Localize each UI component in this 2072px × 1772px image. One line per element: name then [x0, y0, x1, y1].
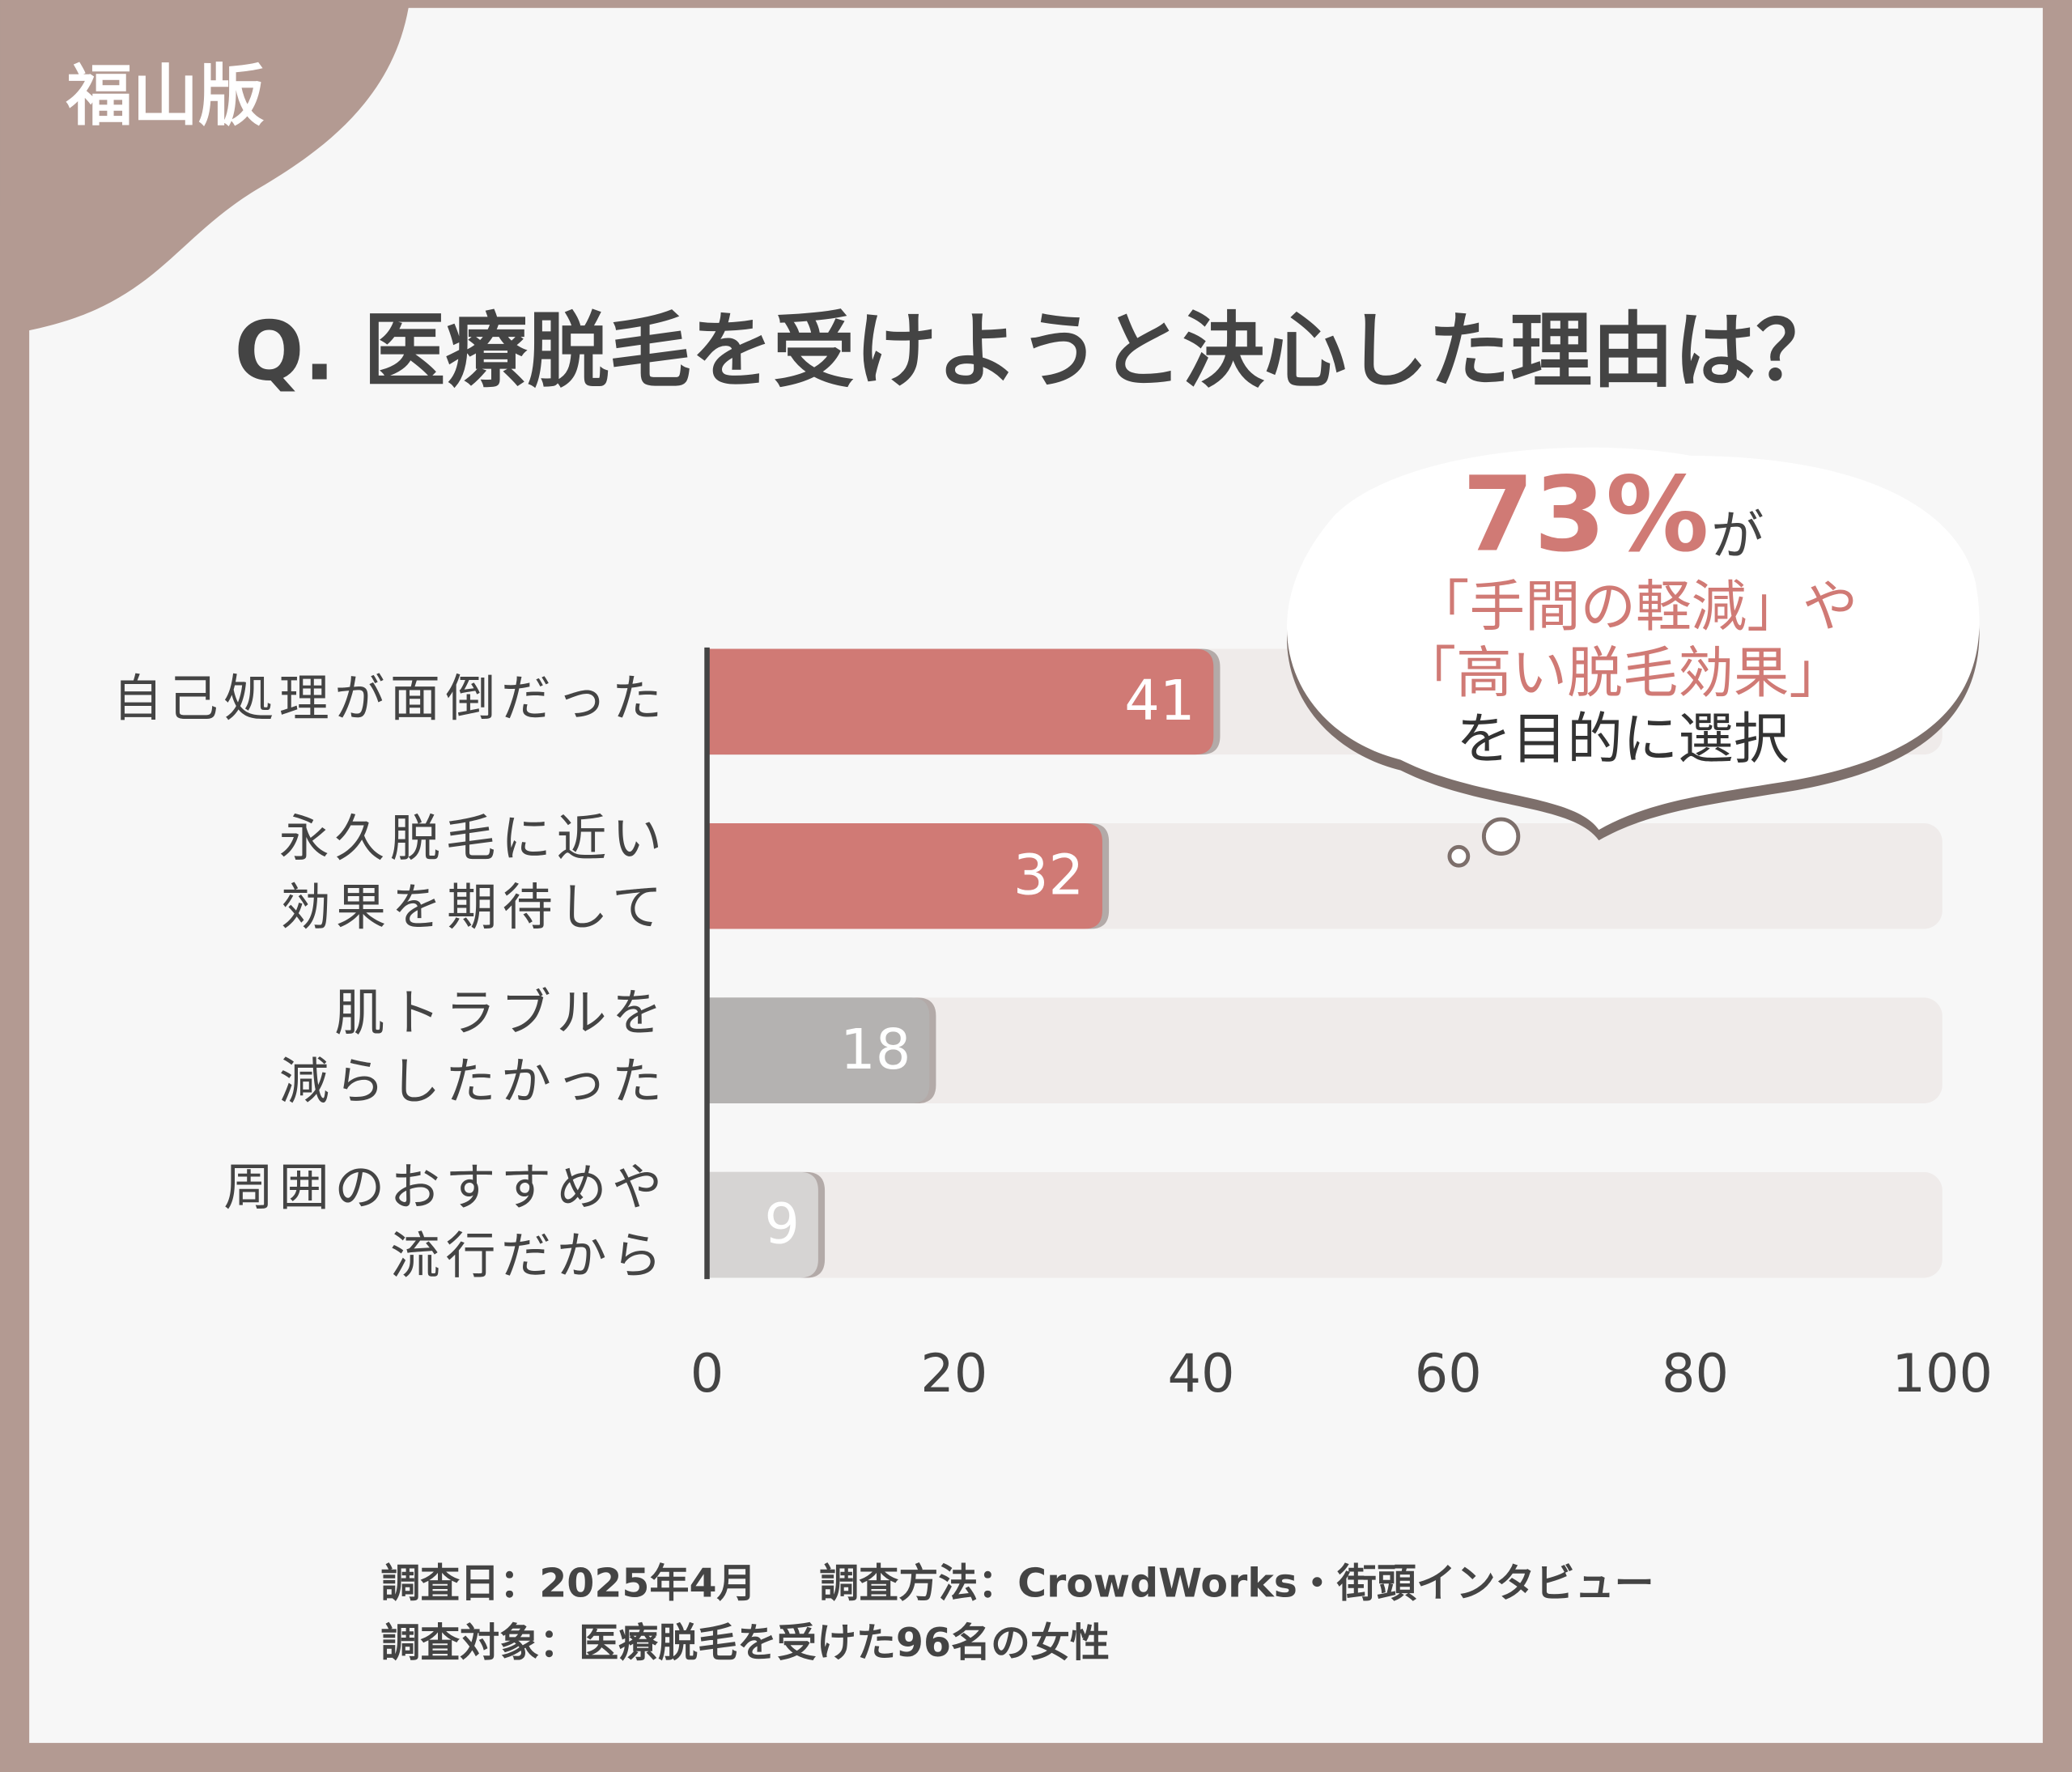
badge: 福山版 — [66, 58, 265, 135]
bar — [707, 1171, 818, 1278]
callout: 73% が 「手間の軽減」や 「高い脱毛効果」 を目的に選択 — [1286, 447, 1980, 868]
footnote: 調査対象：医療脱毛を受けた96名の女性 — [380, 1620, 1110, 1666]
category-label: 減らしたかった — [279, 1052, 668, 1111]
x-tick-label: 0 — [690, 1343, 724, 1404]
callout-dot — [1481, 817, 1521, 856]
bar — [707, 822, 1102, 929]
bar — [707, 648, 1214, 755]
footnote: 調査方法：CrowdWorks・街頭インタビュー — [819, 1560, 1654, 1606]
value-label: 9 — [764, 1192, 800, 1256]
bar-track — [707, 997, 1942, 1104]
category-label: 周囲のおすすめや — [223, 1158, 667, 1217]
x-tick-label: 20 — [920, 1343, 987, 1404]
value-label: 18 — [840, 1018, 911, 1082]
callout-percent: 73% — [1463, 455, 1709, 575]
value-label: 32 — [1013, 844, 1084, 908]
chart-title: Q. 医療脱毛を受けようと決心した理由は？ — [234, 304, 1837, 399]
x-tick-label: 100 — [1892, 1343, 1993, 1404]
callout-text: 「高い脱毛効果」 — [1401, 641, 1845, 706]
callout-text: が — [1711, 505, 1764, 567]
bar — [707, 997, 930, 1104]
bar-track — [707, 1171, 1942, 1278]
category-label: 自己処理が面倒だった — [113, 669, 667, 728]
footnote: 調査日：2025年4月 — [380, 1560, 756, 1606]
callout-text: を目的に選択 — [1456, 707, 1789, 771]
category-label: 肌トラブルを — [334, 983, 667, 1042]
x-tick-label: 80 — [1662, 1343, 1729, 1404]
category-label: 効果を期待して — [281, 878, 668, 937]
callout-text: 「手間の軽減」や — [1414, 575, 1858, 640]
category-label: 永久脱毛に近い — [279, 809, 668, 868]
badge-shape — [0, 0, 410, 331]
callout-dot — [1447, 844, 1471, 868]
callout-bubble — [1286, 447, 1980, 831]
value-label: 41 — [1124, 669, 1195, 733]
x-tick-label: 40 — [1168, 1343, 1235, 1404]
category-label: 流行だから — [390, 1226, 668, 1285]
x-tick-label: 60 — [1415, 1343, 1482, 1404]
